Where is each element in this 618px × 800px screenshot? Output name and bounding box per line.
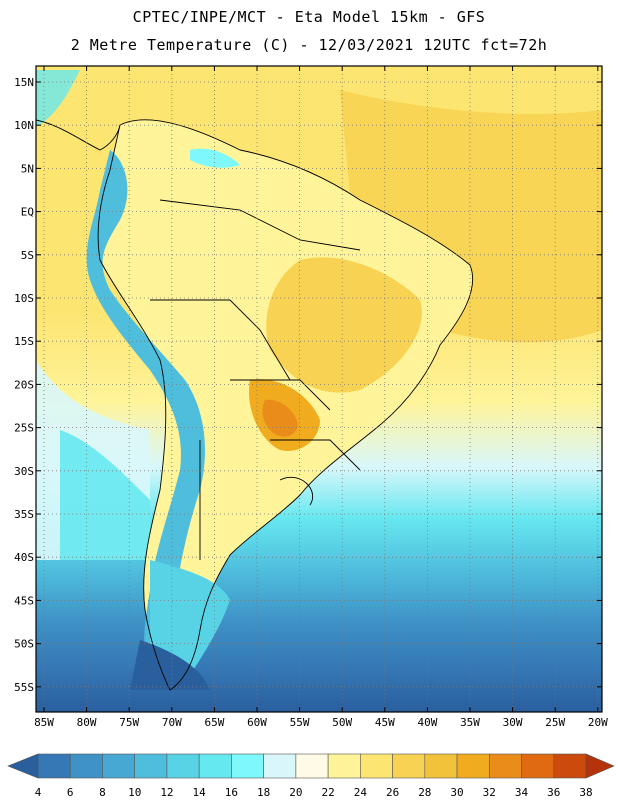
colorbar-swatch	[521, 753, 555, 779]
colorbar-swatch	[392, 753, 426, 779]
lat-label: 35S	[14, 508, 34, 521]
lat-label: 45S	[14, 594, 34, 607]
lon-label: 20W	[588, 716, 608, 729]
map-frame	[35, 65, 603, 713]
lon-label: 40W	[417, 716, 437, 729]
colorbar-label: 24	[354, 786, 368, 799]
lon-label: 30W	[503, 716, 523, 729]
lon-label: 45W	[375, 716, 395, 729]
lon-label: 70W	[162, 716, 182, 729]
title-line-2: 2 Metre Temperature (C) - 12/03/2021 12U…	[70, 36, 548, 54]
colorbar-swatch	[37, 753, 71, 779]
colorbar-label: 8	[99, 786, 106, 799]
coastlines	[36, 119, 474, 691]
colorbar-swatch	[102, 753, 136, 779]
colorbar-label: 6	[67, 786, 74, 799]
colorbar-swatch	[263, 753, 297, 779]
colorbar-label: 26	[386, 786, 399, 799]
lat-label: 20S	[14, 378, 34, 391]
colorbar-label: 4	[35, 786, 42, 799]
lon-label: 60W	[247, 716, 267, 729]
lat-label: 5S	[21, 249, 34, 262]
colorbar-swatch	[488, 753, 522, 779]
lat-label: 10S	[14, 292, 34, 305]
lon-label: 75W	[119, 716, 139, 729]
lon-label: 80W	[77, 716, 97, 729]
lat-label: 5N	[21, 162, 34, 175]
colorbar-label: 22	[321, 786, 334, 799]
colorbar-swatch	[424, 753, 458, 779]
colorbar-label: 16	[225, 786, 238, 799]
lat-label: 30S	[14, 465, 34, 478]
temperature-field	[36, 66, 602, 712]
lat-label: 25S	[14, 422, 34, 435]
colorbar-label: 12	[160, 786, 173, 799]
colorbar-swatch	[134, 753, 168, 779]
lon-label: 35W	[460, 716, 480, 729]
lon-label: 65W	[204, 716, 224, 729]
colorbar-swatch	[327, 753, 361, 779]
colorbar-swatch	[360, 753, 393, 779]
colorbar-right-arrow	[585, 753, 615, 779]
longitude-axis: 85W 80W 75W 70W 65W 60W 55W 50W 45W 40W 35W 30W 25W 2…	[34, 66, 608, 729]
colorbar-label: 36	[547, 786, 560, 799]
colorbar-swatch	[198, 753, 232, 779]
colorbar-label: 38	[579, 786, 592, 799]
colorbar-left-arrow	[7, 753, 39, 779]
colorbar-swatch	[456, 753, 490, 779]
lon-label: 55W	[290, 716, 310, 729]
colorbar-swatch	[231, 753, 264, 779]
colorbar-label: 14	[193, 786, 207, 799]
colorbar-label: 30	[450, 786, 463, 799]
colorbar-label: 18	[257, 786, 270, 799]
colorbar-swatch	[553, 753, 587, 779]
lat-label: 40S	[14, 551, 34, 564]
colorbar-label: 34	[515, 786, 529, 799]
lat-label: 50S	[14, 638, 34, 651]
colorbar-swatch	[69, 753, 103, 779]
colorbar-swatch	[295, 753, 329, 779]
colorbar-label: 32	[483, 786, 496, 799]
colorbar-label: 28	[418, 786, 431, 799]
colorbar-label: 10	[128, 786, 141, 799]
latitude-axis: 15N 10N 5N EQ 5S 10S 15S 20S 25S 30S 35S 40S 45S 50S 5…	[14, 76, 602, 694]
lon-label: 85W	[34, 716, 54, 729]
colorbar-label: 20	[289, 786, 302, 799]
title-line-1: CPTEC/INPE/MCT - Eta Model 15km - GFS	[132, 8, 486, 26]
lat-label: EQ	[21, 206, 34, 219]
lat-label: 15N	[14, 76, 34, 89]
lat-label: 10N	[14, 119, 34, 132]
lon-label: 50W	[332, 716, 352, 729]
colorbar-swatch	[166, 753, 200, 779]
colorbar: 4 6 8 10 12 14 16 18 20 22 24 26 28 30 32 34 36 38	[7, 753, 615, 799]
lat-label: 15S	[14, 335, 34, 348]
lon-label: 25W	[545, 716, 565, 729]
lat-label: 55S	[14, 681, 34, 694]
